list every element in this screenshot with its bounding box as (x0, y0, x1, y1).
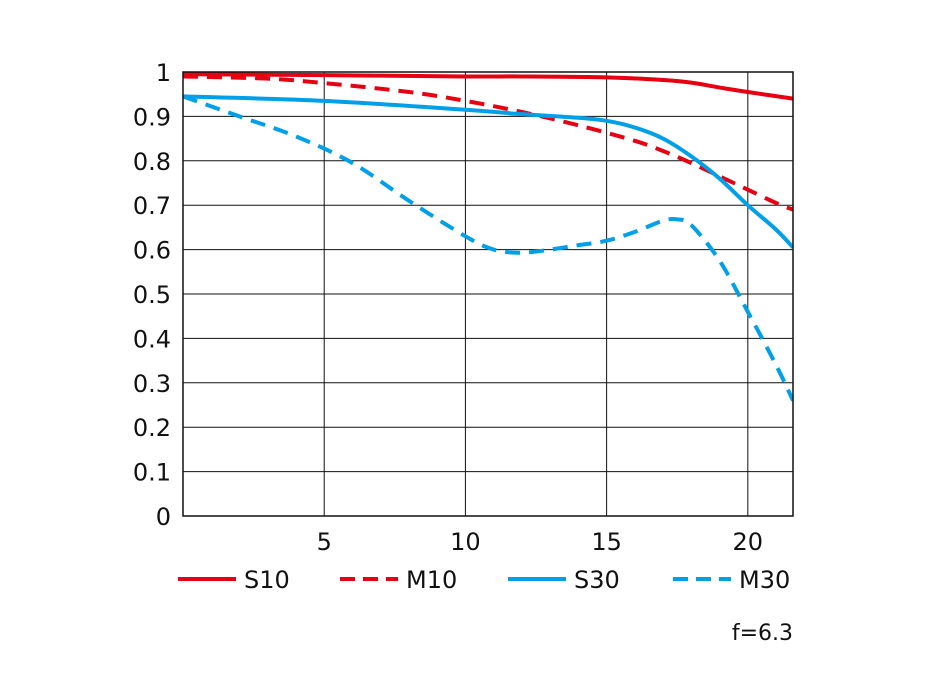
plot-frame (182, 71, 794, 517)
y-tick-label-8: 0.8 (133, 148, 171, 176)
x-tick-label-0: 5 (317, 528, 332, 556)
y-tick-label-1: 0.1 (133, 459, 171, 487)
y-tick-label-6: 0.6 (133, 237, 171, 265)
series-line-s30 (183, 94, 793, 249)
legend-label-m30: M30 (739, 566, 790, 594)
series-line-m10 (183, 74, 793, 212)
x-tick-label-1: 10 (450, 528, 481, 556)
aperture-annotation: f=6.3 (732, 621, 793, 646)
y-tick-label-2: 0.2 (133, 414, 171, 442)
y-tick-label-9: 0.9 (133, 103, 171, 131)
x-tick-label-3: 20 (733, 528, 764, 556)
grid-lines (183, 72, 793, 516)
tick-labels: 00.10.20.30.40.50.60.70.80.915 10 15 20 (133, 59, 763, 556)
y-tick-label-10: 1 (156, 59, 171, 87)
legend-label-s30: S30 (574, 566, 620, 594)
y-tick-label-5: 0.5 (133, 281, 171, 309)
series-lines (183, 72, 793, 402)
series-line-m30 (183, 94, 793, 402)
legend: S10 M10 S30 M30 (178, 566, 790, 594)
y-tick-label-7: 0.7 (133, 192, 171, 220)
series-line-s10 (183, 72, 793, 101)
x-tick-label-2: 15 (591, 528, 622, 556)
legend-label-s10: S10 (244, 566, 290, 594)
legend-label-m10: M10 (406, 566, 457, 594)
y-tick-label-3: 0.3 (133, 370, 171, 398)
y-tick-label-4: 0.4 (133, 325, 171, 353)
y-tick-label-0: 0 (156, 503, 171, 531)
